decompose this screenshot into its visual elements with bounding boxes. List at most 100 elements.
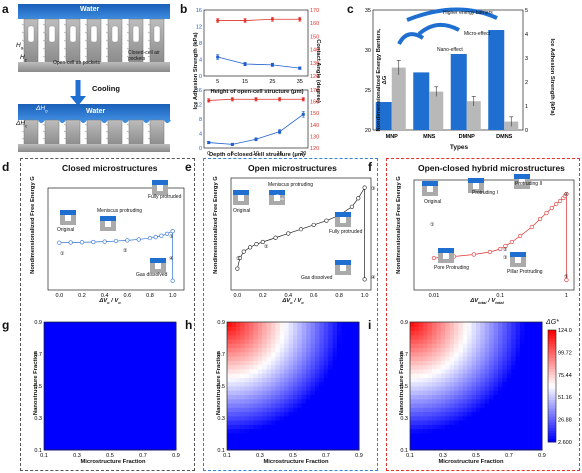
svg-h-cell (266, 356, 272, 361)
svg-g-cell (127, 322, 133, 327)
svg-h-cell (275, 351, 281, 357)
svg-i-cell (506, 334, 512, 340)
panel-e-ylabel: Nondimensionalized Free Energy G (213, 176, 219, 274)
svg-g-ytick: 0.7 (34, 352, 42, 358)
svg-g-cell (132, 407, 137, 413)
svg-g-cell (123, 411, 129, 417)
svg-i-cell (493, 411, 499, 417)
svg-h-cell (266, 364, 272, 370)
svg-h-cell (332, 368, 338, 374)
svg-i-cell (498, 390, 503, 396)
svg-i-cell (520, 386, 525, 391)
svg-h-cell (266, 445, 272, 451)
svg-f-point (498, 246, 503, 252)
svg-g-cell (57, 407, 63, 413)
svg-i-cell (520, 334, 525, 340)
svg-h-cell (323, 420, 329, 425)
svg-g-cell (127, 390, 133, 396)
svg-i-cell (418, 415, 424, 421)
svg-i-cell (449, 356, 455, 361)
svg-g-cell (158, 407, 164, 413)
svg-h-cell (350, 343, 356, 349)
svg-g-cell (44, 411, 49, 417)
svg-i-cell (502, 322, 508, 327)
svg-h-cell (323, 398, 329, 404)
svg-i-cell (502, 368, 508, 374)
svg-g-cell (57, 326, 63, 332)
svg-i-cell (414, 441, 420, 447)
svg-g-cell (101, 398, 107, 404)
svg-i-cell (524, 343, 530, 349)
svg-g-cell (132, 415, 137, 421)
colorbar-segment (548, 366, 556, 370)
svg-h-cell (284, 330, 290, 336)
svg-i-cell (458, 445, 464, 451)
svg-i-cell (528, 334, 534, 340)
svg-i-cell (458, 437, 464, 442)
svg-i-cell (432, 334, 437, 340)
svg-g-cell (171, 420, 177, 425)
svg-i-cell (467, 351, 473, 357)
svg-g-cell (96, 330, 102, 336)
svg-h-cell (257, 368, 263, 374)
svg-i-cell (484, 373, 490, 378)
svg-e-point (273, 235, 278, 240)
svg-g-cell (88, 343, 93, 349)
svg-i-cell (418, 428, 424, 434)
svg-i-cell (462, 368, 468, 374)
nano-texture (63, 23, 68, 27)
svg-h-cell (315, 432, 320, 438)
svg-i-cell (511, 330, 517, 336)
svg-h-cell (288, 394, 294, 400)
nano-texture (42, 39, 47, 43)
colorbar-segment (548, 411, 556, 415)
panel-f-state-original: Original (424, 199, 442, 205)
svg-i-cell (454, 428, 459, 434)
svg-h-cell (235, 351, 241, 357)
svg-g-cell (105, 343, 111, 349)
svg-i-cell (462, 330, 468, 336)
svg-g-cell (154, 420, 159, 425)
svg-h-cell (332, 432, 338, 438)
svg-h-cell (240, 386, 246, 391)
svg-g-cell (154, 364, 159, 370)
svg-g-cell (105, 339, 111, 344)
svg-h-xtick: 0.7 (322, 453, 330, 459)
svg-h-cell (262, 351, 268, 357)
svg-g-cell (79, 441, 85, 447)
colorbar-segment (548, 425, 556, 429)
svg-i-cell (489, 415, 495, 421)
svg-h-cell (262, 381, 268, 387)
svg-g-cell (48, 326, 54, 332)
svg-h-cell (284, 381, 290, 387)
svg-i-cell (480, 377, 486, 383)
svg-i-cell (467, 330, 473, 336)
svg-i-cell (436, 428, 442, 434)
svg-h-cell (319, 403, 325, 408)
panel-h-heatmap: 0.1 0.3 0.5 0.7 0.9 0.1 0.3 0.5 0.7 0.9 Nanostruc… (203, 314, 378, 470)
svg-g-cell (79, 386, 85, 391)
svg-g-cell (83, 411, 89, 417)
svg-h-cell (297, 386, 303, 391)
svg-i-cell (432, 351, 437, 357)
svg-h-cell (341, 360, 347, 366)
svg-i-cell (414, 398, 420, 404)
svg-h-cell (328, 326, 334, 332)
svg-h-cell (332, 322, 338, 327)
svg-i-cell (427, 428, 433, 434)
svg-i-cell (524, 407, 530, 413)
svg-i-cell (502, 403, 508, 408)
svg-i-cell (449, 386, 455, 391)
svg-h-cell (231, 428, 237, 434)
svg-g-cell (66, 420, 71, 425)
svg-h-cell (306, 360, 312, 366)
svg-h-cell (301, 356, 307, 361)
svg-h-cell (227, 390, 232, 396)
svg-h-cell (231, 381, 237, 387)
svg-g-cell (110, 377, 115, 383)
svg-i-cell (410, 364, 415, 370)
svg-g-cell (52, 398, 58, 404)
svg-i-cell (432, 322, 437, 327)
svg-i-cell (462, 420, 468, 425)
svg-g-cell (48, 445, 54, 451)
